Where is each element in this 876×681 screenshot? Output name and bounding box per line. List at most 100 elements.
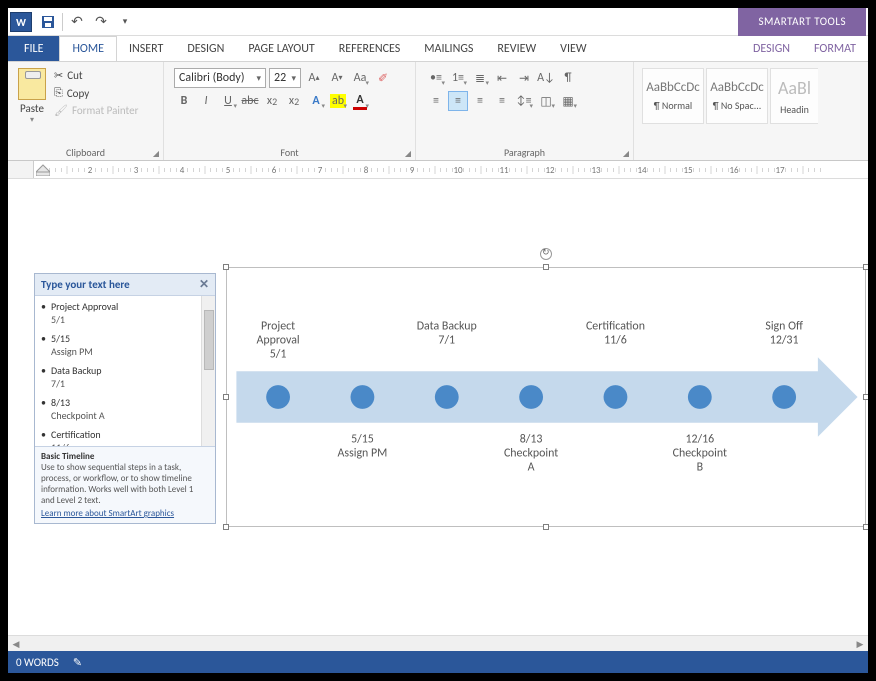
bold-button[interactable]: B bbox=[174, 91, 194, 111]
font-color-button[interactable]: A▾ bbox=[350, 91, 370, 111]
resize-handle[interactable] bbox=[863, 264, 868, 270]
text-pane-item[interactable]: 8/13Checkpoint A bbox=[51, 396, 207, 422]
document-canvas[interactable]: Type your text here ✕ Project Approval5/… bbox=[8, 179, 868, 651]
justify-button[interactable]: ≡ bbox=[492, 91, 512, 111]
change-case-button[interactable]: Aa▾ bbox=[350, 68, 370, 88]
show-marks-button[interactable]: ¶ bbox=[558, 68, 578, 88]
cut-button[interactable]: ✂Cut bbox=[52, 68, 140, 83]
align-right-button[interactable]: ≡ bbox=[470, 91, 490, 111]
smartart-text-pane: Type your text here ✕ Project Approval5/… bbox=[34, 273, 216, 524]
resize-handle[interactable] bbox=[863, 394, 868, 400]
text-pane-description: Basic Timeline Use to show sequential st… bbox=[35, 446, 215, 523]
clear-formatting-button[interactable]: ✐ bbox=[373, 68, 393, 88]
style-normal[interactable]: AaBbCcDc ¶ Normal bbox=[642, 68, 704, 124]
tab-home[interactable]: HOME bbox=[59, 36, 117, 61]
text-pane-item[interactable]: Certification11/6 bbox=[51, 428, 207, 446]
text-effects-button[interactable]: A▾ bbox=[306, 91, 326, 111]
dialog-launcher-icon[interactable]: ◢ bbox=[623, 149, 629, 159]
resize-handle[interactable] bbox=[543, 264, 549, 270]
text-pane-item[interactable]: Project Approval5/1 bbox=[51, 300, 207, 326]
style-name: ¶ Normal bbox=[654, 99, 692, 112]
resize-handle[interactable] bbox=[223, 524, 229, 530]
multilevel-list-button[interactable]: ≣▾ bbox=[470, 68, 490, 88]
learn-more-link[interactable]: Learn more about SmartArt graphics bbox=[41, 508, 174, 519]
paste-button[interactable]: Paste ▾ bbox=[12, 64, 52, 125]
sort-button[interactable]: A↓ bbox=[536, 68, 556, 88]
word-count[interactable]: 0 WORDS bbox=[16, 656, 59, 669]
qat-customize-button[interactable]: ▾ bbox=[113, 10, 137, 34]
font-name-combo[interactable]: Calibri (Body)▾ bbox=[174, 68, 266, 88]
tab-review[interactable]: REVIEW bbox=[485, 36, 548, 61]
style-name: Headin bbox=[780, 103, 809, 116]
svg-text:Sign Off: Sign Off bbox=[765, 320, 803, 334]
grow-font-button[interactable]: A▴ bbox=[304, 68, 324, 88]
svg-text:5/1: 5/1 bbox=[270, 347, 287, 361]
font-size-combo[interactable]: 22▾ bbox=[269, 68, 301, 88]
tab-file[interactable]: FILE bbox=[8, 36, 59, 61]
rotate-handle-icon[interactable] bbox=[540, 248, 552, 260]
scrollbar[interactable] bbox=[201, 296, 215, 446]
text-pane-item[interactable]: Data Backup7/1 bbox=[51, 364, 207, 390]
strikethrough-button[interactable]: abc bbox=[240, 91, 260, 111]
svg-text:14: 14 bbox=[637, 165, 647, 176]
resize-handle[interactable] bbox=[223, 264, 229, 270]
style-heading1[interactable]: AaBl Headin bbox=[770, 68, 818, 124]
redo-button[interactable]: ↷ bbox=[89, 10, 113, 34]
brush-icon: 🖌 bbox=[54, 104, 68, 117]
spelling-status-icon[interactable]: ✎ bbox=[73, 656, 82, 669]
format-painter-button[interactable]: 🖌Format Painter bbox=[52, 103, 140, 118]
ribbon-tabs: FILE HOME INSERT DESIGN PAGE LAYOUT REFE… bbox=[8, 36, 868, 61]
tab-mailings[interactable]: MAILINGS bbox=[412, 36, 485, 61]
close-icon[interactable]: ✕ bbox=[199, 277, 209, 292]
resize-handle[interactable] bbox=[543, 524, 549, 530]
text-pane-item[interactable]: 5/15Assign PM bbox=[51, 332, 207, 358]
resize-handle[interactable] bbox=[223, 394, 229, 400]
svg-text:15: 15 bbox=[683, 165, 693, 176]
style-no-spacing[interactable]: AaBbCcDc ¶ No Spac... bbox=[706, 68, 768, 124]
tab-design[interactable]: DESIGN bbox=[175, 36, 236, 61]
tab-insert[interactable]: INSERT bbox=[117, 36, 175, 61]
save-button[interactable] bbox=[36, 10, 60, 34]
contextual-tools-label: SMARTART TOOLS bbox=[738, 8, 866, 36]
line-spacing-button[interactable]: ↕≡▾ bbox=[514, 91, 534, 111]
increase-indent-button[interactable]: ⇥ bbox=[514, 68, 534, 88]
italic-button[interactable]: I bbox=[196, 91, 216, 111]
borders-button[interactable]: ▦▾ bbox=[558, 91, 578, 111]
tab-page-layout[interactable]: PAGE LAYOUT bbox=[236, 36, 326, 61]
quick-access-toolbar: W ↶ ↷ ▾ SMARTART TOOLS bbox=[8, 8, 868, 36]
svg-text:10: 10 bbox=[453, 165, 463, 176]
paste-label: Paste bbox=[20, 102, 44, 115]
superscript-button[interactable]: x2 bbox=[284, 91, 304, 111]
status-bar: 0 WORDS ✎ bbox=[8, 651, 868, 673]
shading-button[interactable]: ◫▾ bbox=[536, 91, 556, 111]
resize-handle[interactable] bbox=[863, 524, 868, 530]
smartart-object[interactable]: ProjectApproval5/1Data Backup7/1Certific… bbox=[226, 267, 866, 527]
tab-smartart-design[interactable]: DESIGN bbox=[741, 36, 802, 61]
bullets-button[interactable]: •≡▾ bbox=[426, 68, 446, 88]
style-preview: AaBl bbox=[778, 77, 811, 99]
highlight-button[interactable]: ab▾ bbox=[328, 91, 348, 111]
tab-references[interactable]: REFERENCES bbox=[327, 36, 413, 61]
dialog-launcher-icon[interactable]: ◢ bbox=[405, 149, 411, 159]
scroll-right-icon[interactable]: ▶ bbox=[852, 636, 868, 652]
horizontal-ruler[interactable]: 1234567891011121314151617 bbox=[8, 161, 868, 179]
tab-smartart-format[interactable]: FORMAT bbox=[802, 36, 868, 61]
subscript-button[interactable]: x2 bbox=[262, 91, 282, 111]
undo-button[interactable]: ↶ bbox=[65, 10, 89, 34]
indent-marker-icon[interactable] bbox=[36, 162, 50, 176]
decrease-indent-button[interactable]: ⇤ bbox=[492, 68, 512, 88]
scroll-left-icon[interactable]: ◀ bbox=[8, 636, 24, 652]
copy-button[interactable]: ⎘Copy bbox=[52, 85, 140, 101]
align-center-button[interactable]: ≡ bbox=[448, 91, 468, 111]
scrollbar-thumb[interactable] bbox=[204, 310, 214, 370]
dialog-launcher-icon[interactable]: ◢ bbox=[153, 149, 159, 159]
underline-button[interactable]: U▾ bbox=[218, 91, 238, 111]
align-left-button[interactable]: ≡ bbox=[426, 91, 446, 111]
numbering-button[interactable]: 1≡▾ bbox=[448, 68, 468, 88]
shrink-font-button[interactable]: A▾ bbox=[327, 68, 347, 88]
horizontal-scrollbar[interactable]: ◀ ▶ bbox=[8, 635, 868, 651]
timeline-graphic: ProjectApproval5/1Data Backup7/1Certific… bbox=[227, 268, 865, 526]
tab-view[interactable]: VIEW bbox=[548, 36, 598, 61]
text-pane-list[interactable]: Project Approval5/1 5/15Assign PM Data Bac… bbox=[35, 296, 215, 446]
svg-text:17: 17 bbox=[775, 165, 785, 176]
